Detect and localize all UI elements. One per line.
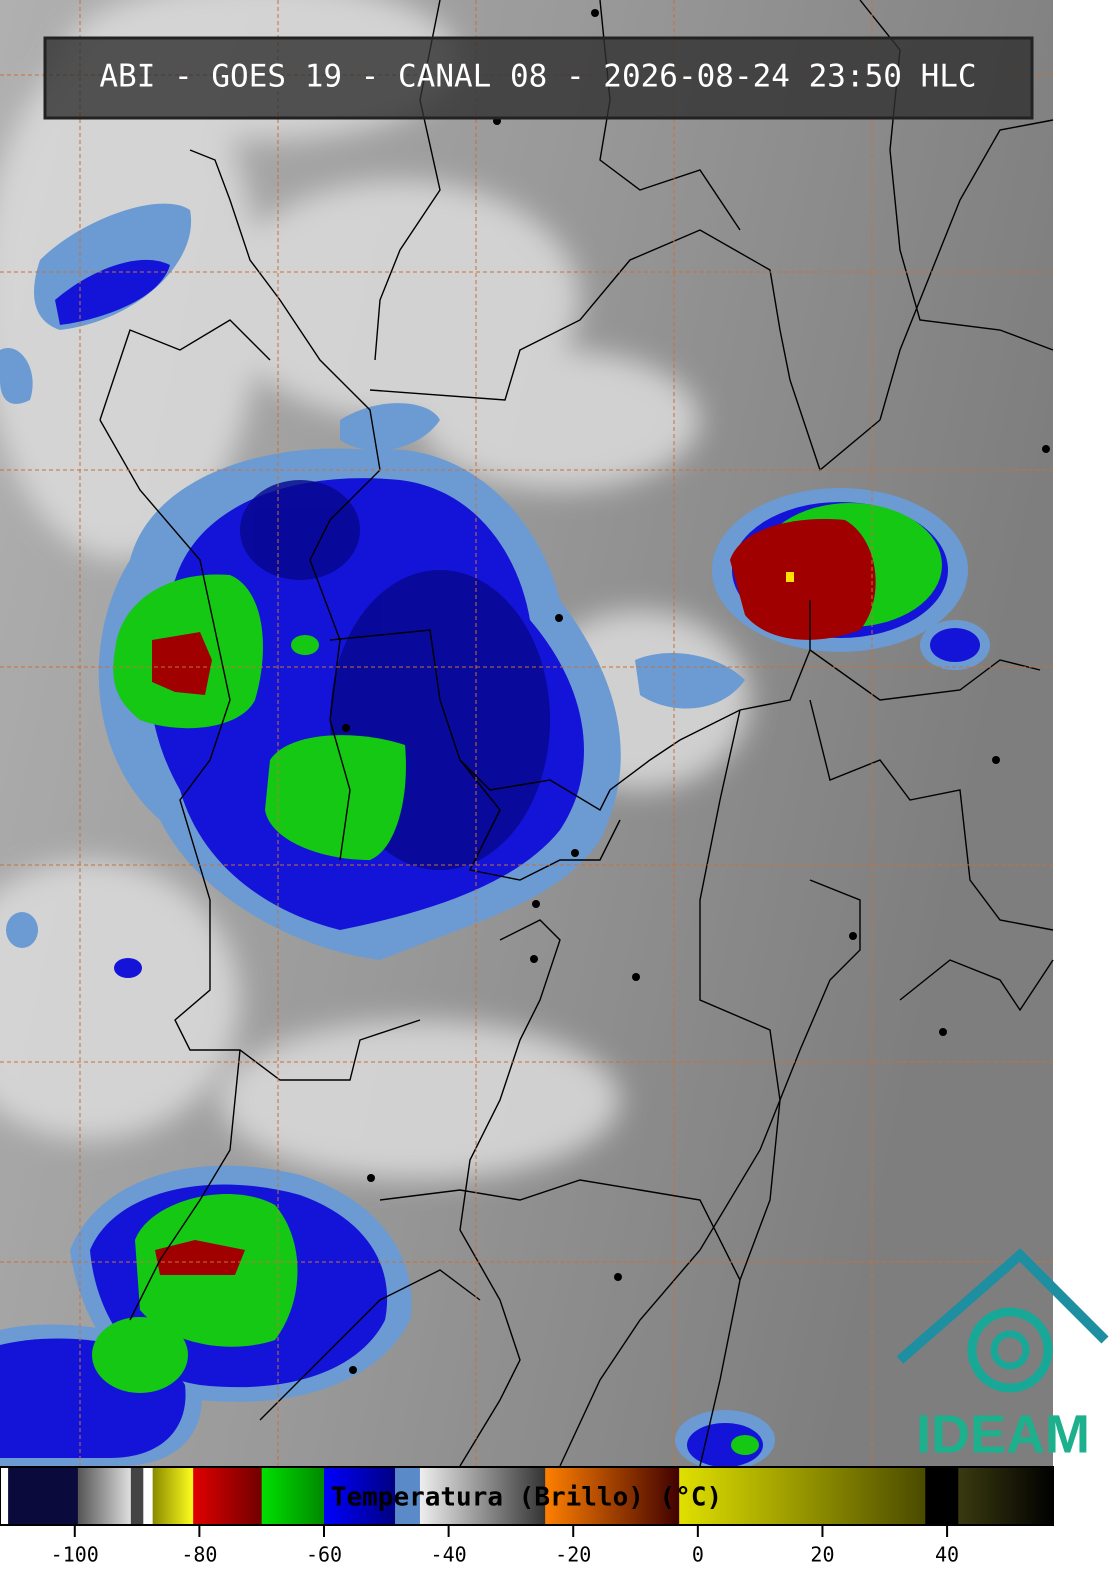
tick-label: -60 xyxy=(306,1543,342,1567)
cities xyxy=(342,9,1050,1374)
colorbar-segment xyxy=(679,1467,926,1525)
logo-text: IDEAM xyxy=(916,1404,1090,1464)
title: ABI - GOES 19 - CANAL 08 - 2026-08-24 23… xyxy=(99,59,976,95)
colorbar-label: Temperatura (Brillo) (°C) xyxy=(331,1483,722,1513)
colorbar-segment xyxy=(143,1467,154,1525)
colorbar-segment xyxy=(0,1467,9,1525)
tick-label: -100 xyxy=(51,1543,99,1567)
colorbar-segment xyxy=(193,1467,263,1525)
tick-label: -80 xyxy=(181,1543,217,1567)
colorbar-segment xyxy=(958,1467,1054,1525)
colorbar-segment xyxy=(8,1467,79,1525)
tick-label: -20 xyxy=(555,1543,591,1567)
borders xyxy=(99,0,1054,1467)
colorbar-segment xyxy=(545,1467,680,1525)
colorbar-segment xyxy=(324,1467,396,1525)
tick-label: 20 xyxy=(810,1543,834,1567)
colorbar-segment xyxy=(419,1467,546,1525)
tick-label: 40 xyxy=(935,1543,959,1567)
colorbar-segment xyxy=(152,1467,194,1525)
logo: IDEAM xyxy=(896,1248,1109,1464)
title-box: ABI - GOES 19 - CANAL 08 - 2026-08-24 23… xyxy=(43,36,1034,120)
colorbar-segment xyxy=(925,1467,959,1525)
colorbar-segment xyxy=(77,1467,132,1525)
colorbar-segment xyxy=(130,1467,144,1525)
tick-label: 0 xyxy=(692,1543,704,1567)
colorbar-segment xyxy=(261,1467,325,1525)
colorbar: Temperatura (Brillo) (°C) -100 -80 -60 -40 -2… xyxy=(0,1466,1054,1567)
colorbar-frame xyxy=(0,1466,1054,1526)
tick-label: -40 xyxy=(431,1543,467,1567)
satellite-image xyxy=(0,0,1053,1470)
colorbar-segment xyxy=(395,1467,421,1525)
